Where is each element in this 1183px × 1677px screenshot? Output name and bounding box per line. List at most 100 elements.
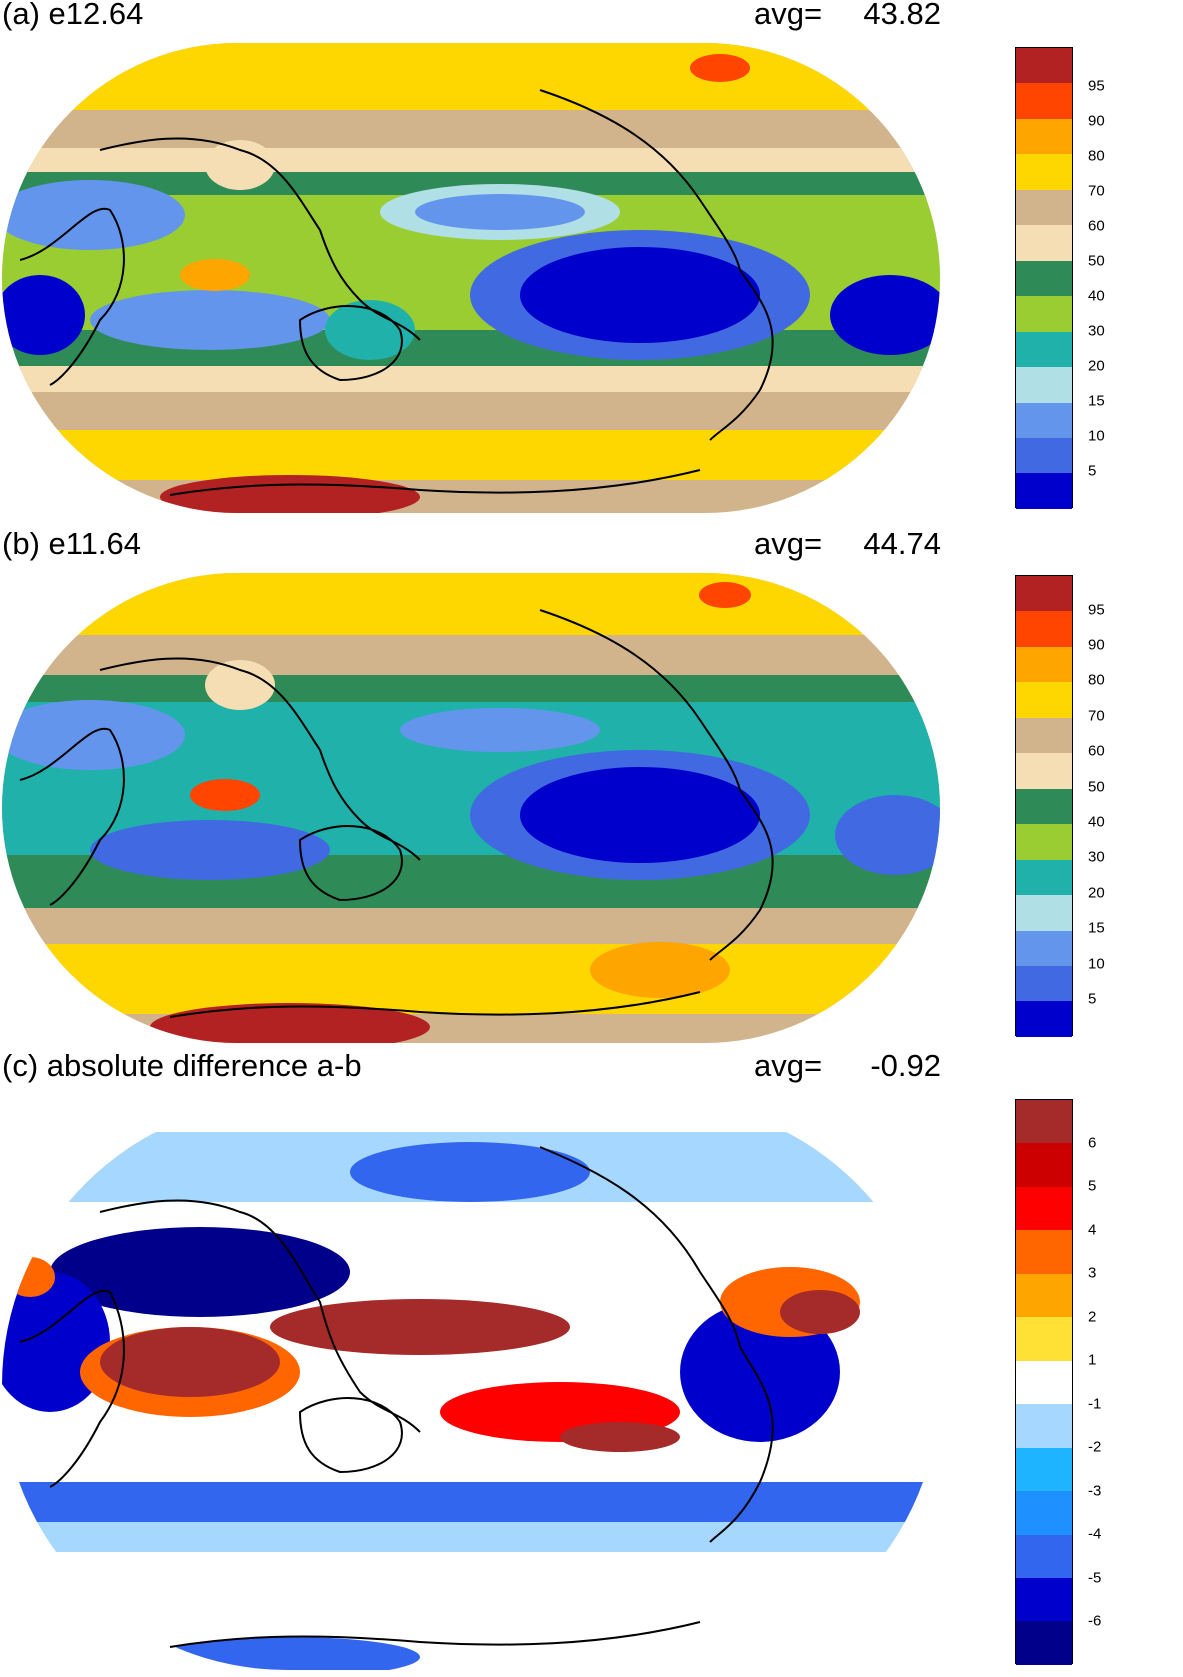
colorbar-cell xyxy=(1016,1577,1072,1622)
colorbar-cell xyxy=(1016,260,1072,297)
panel-a: (a) e12.64 avg= 43.82 xyxy=(0,0,1183,515)
avg-label: avg= xyxy=(754,1048,823,1083)
coast-australia xyxy=(298,305,403,382)
s-america-neg xyxy=(680,1302,840,1442)
panel-b: (b) e11.64 avg= 44.74 xyxy=(0,526,1183,1045)
tibet-region xyxy=(205,660,275,710)
colorbar-label: -6 xyxy=(1088,1612,1102,1630)
colorbar-label: 40 xyxy=(1088,813,1105,831)
coastlines xyxy=(19,1146,774,1648)
map-a xyxy=(2,43,940,513)
colorbar-cell xyxy=(1016,753,1072,789)
s-atlantic-dry xyxy=(830,275,940,355)
colorbar-label: 40 xyxy=(1088,287,1105,305)
colorbar-label: 10 xyxy=(1088,427,1105,445)
avg-value: 43.82 xyxy=(863,0,941,31)
arctic-band xyxy=(2,43,940,113)
south-midlat-band xyxy=(2,392,940,432)
indian-moist xyxy=(190,779,260,811)
panel-title: (a) e12.64 xyxy=(2,0,144,31)
colorbar-label: 70 xyxy=(1088,707,1105,725)
colorbar-label: 50 xyxy=(1088,252,1105,270)
colorbar-cell xyxy=(1016,367,1072,403)
colorbar-cell xyxy=(1016,611,1072,647)
s-atlantic-dry-west xyxy=(2,275,85,355)
s-pacific-dry xyxy=(520,247,760,343)
map-b xyxy=(2,573,940,1043)
colorbar xyxy=(1015,1099,1073,1665)
colorbar-cell xyxy=(1016,930,1072,966)
colorbar-cell xyxy=(1016,1491,1072,1535)
caribbean-core xyxy=(780,1290,860,1334)
colorbar-cell xyxy=(1016,682,1072,718)
panel-title: (b) e11.64 xyxy=(2,526,142,561)
coast-africa xyxy=(19,1289,125,1488)
coast-americas xyxy=(539,609,774,961)
colorbar-cell xyxy=(1016,1273,1072,1318)
colorbar xyxy=(1015,575,1073,1037)
asia-neg xyxy=(50,1227,350,1317)
australia-low xyxy=(325,300,415,360)
colorbar-cell xyxy=(1016,576,1072,612)
colorbar-label: -4 xyxy=(1088,1525,1102,1543)
spcz-core xyxy=(560,1422,680,1452)
colorbar-label: 95 xyxy=(1088,77,1105,95)
colorbar-cell xyxy=(1016,717,1072,754)
southern-light-band xyxy=(2,1522,940,1552)
colorbar-cell xyxy=(1016,1360,1072,1405)
colorbar-label: 10 xyxy=(1088,955,1105,973)
colorbar-cell xyxy=(1016,296,1072,332)
colorbar-label: 95 xyxy=(1088,601,1105,619)
south-subtrop-band xyxy=(2,366,940,396)
colorbar-cell xyxy=(1016,824,1072,860)
n-pacific-dry xyxy=(415,194,585,230)
colorbar-cell xyxy=(1016,1230,1072,1274)
colorbar-label: 60 xyxy=(1088,217,1105,235)
colorbar-cell xyxy=(1016,1447,1072,1492)
s-atlantic-moist xyxy=(590,942,730,998)
southern-ocean-band xyxy=(2,430,940,480)
colorbar-label: 30 xyxy=(1088,848,1105,866)
colorbar-label: 5 xyxy=(1088,1177,1097,1195)
antarctic-max xyxy=(160,475,420,513)
colorbar-cell xyxy=(1016,83,1072,119)
coast-australia xyxy=(298,825,403,902)
coast-antarctica xyxy=(169,469,701,496)
colorbar-label: 80 xyxy=(1088,147,1105,165)
colorbar-label: 90 xyxy=(1088,112,1105,130)
arctic-band xyxy=(2,573,940,638)
colorbar-cell xyxy=(1016,1001,1072,1037)
coast-africa xyxy=(19,207,125,386)
coast-africa xyxy=(19,727,125,906)
colorbar-label: 5 xyxy=(1088,462,1097,480)
colorbar-cell xyxy=(1016,1621,1072,1665)
colorbar-cell xyxy=(1016,331,1072,368)
n-pacific-neg xyxy=(350,1142,590,1202)
panel-title: (c) absolute difference a-b xyxy=(2,1048,362,1083)
colorbar-label: 3 xyxy=(1088,1264,1097,1282)
colorbar-label: 20 xyxy=(1088,884,1105,902)
colorbar-label: -2 xyxy=(1088,1438,1102,1456)
s-indian-dry xyxy=(90,290,330,350)
s-atlantic-dry xyxy=(835,795,940,875)
pacific-pos xyxy=(270,1299,570,1355)
colorbar-label: -5 xyxy=(1088,1569,1102,1587)
avg-value: -0.92 xyxy=(870,1048,941,1083)
greenland-max xyxy=(690,54,750,82)
avg-label: avg= xyxy=(754,526,823,561)
indian-pos xyxy=(100,1327,280,1397)
colorbar xyxy=(1015,47,1073,509)
coastlines xyxy=(19,609,774,1018)
colorbar-label: 80 xyxy=(1088,671,1105,689)
colorbar-label: 30 xyxy=(1088,322,1105,340)
n-atlantic-dry xyxy=(2,700,185,770)
colorbar-cell xyxy=(1016,788,1072,825)
coast-antarctica xyxy=(169,991,701,1018)
colorbar-cell xyxy=(1016,859,1072,896)
avg-value: 44.74 xyxy=(863,526,941,561)
southern-neg-band xyxy=(2,1482,940,1522)
n-pacific-dry xyxy=(400,708,600,752)
north-storm-band xyxy=(2,675,940,705)
colorbar-label: 20 xyxy=(1088,357,1105,375)
colorbar-label: 6 xyxy=(1088,1134,1097,1152)
